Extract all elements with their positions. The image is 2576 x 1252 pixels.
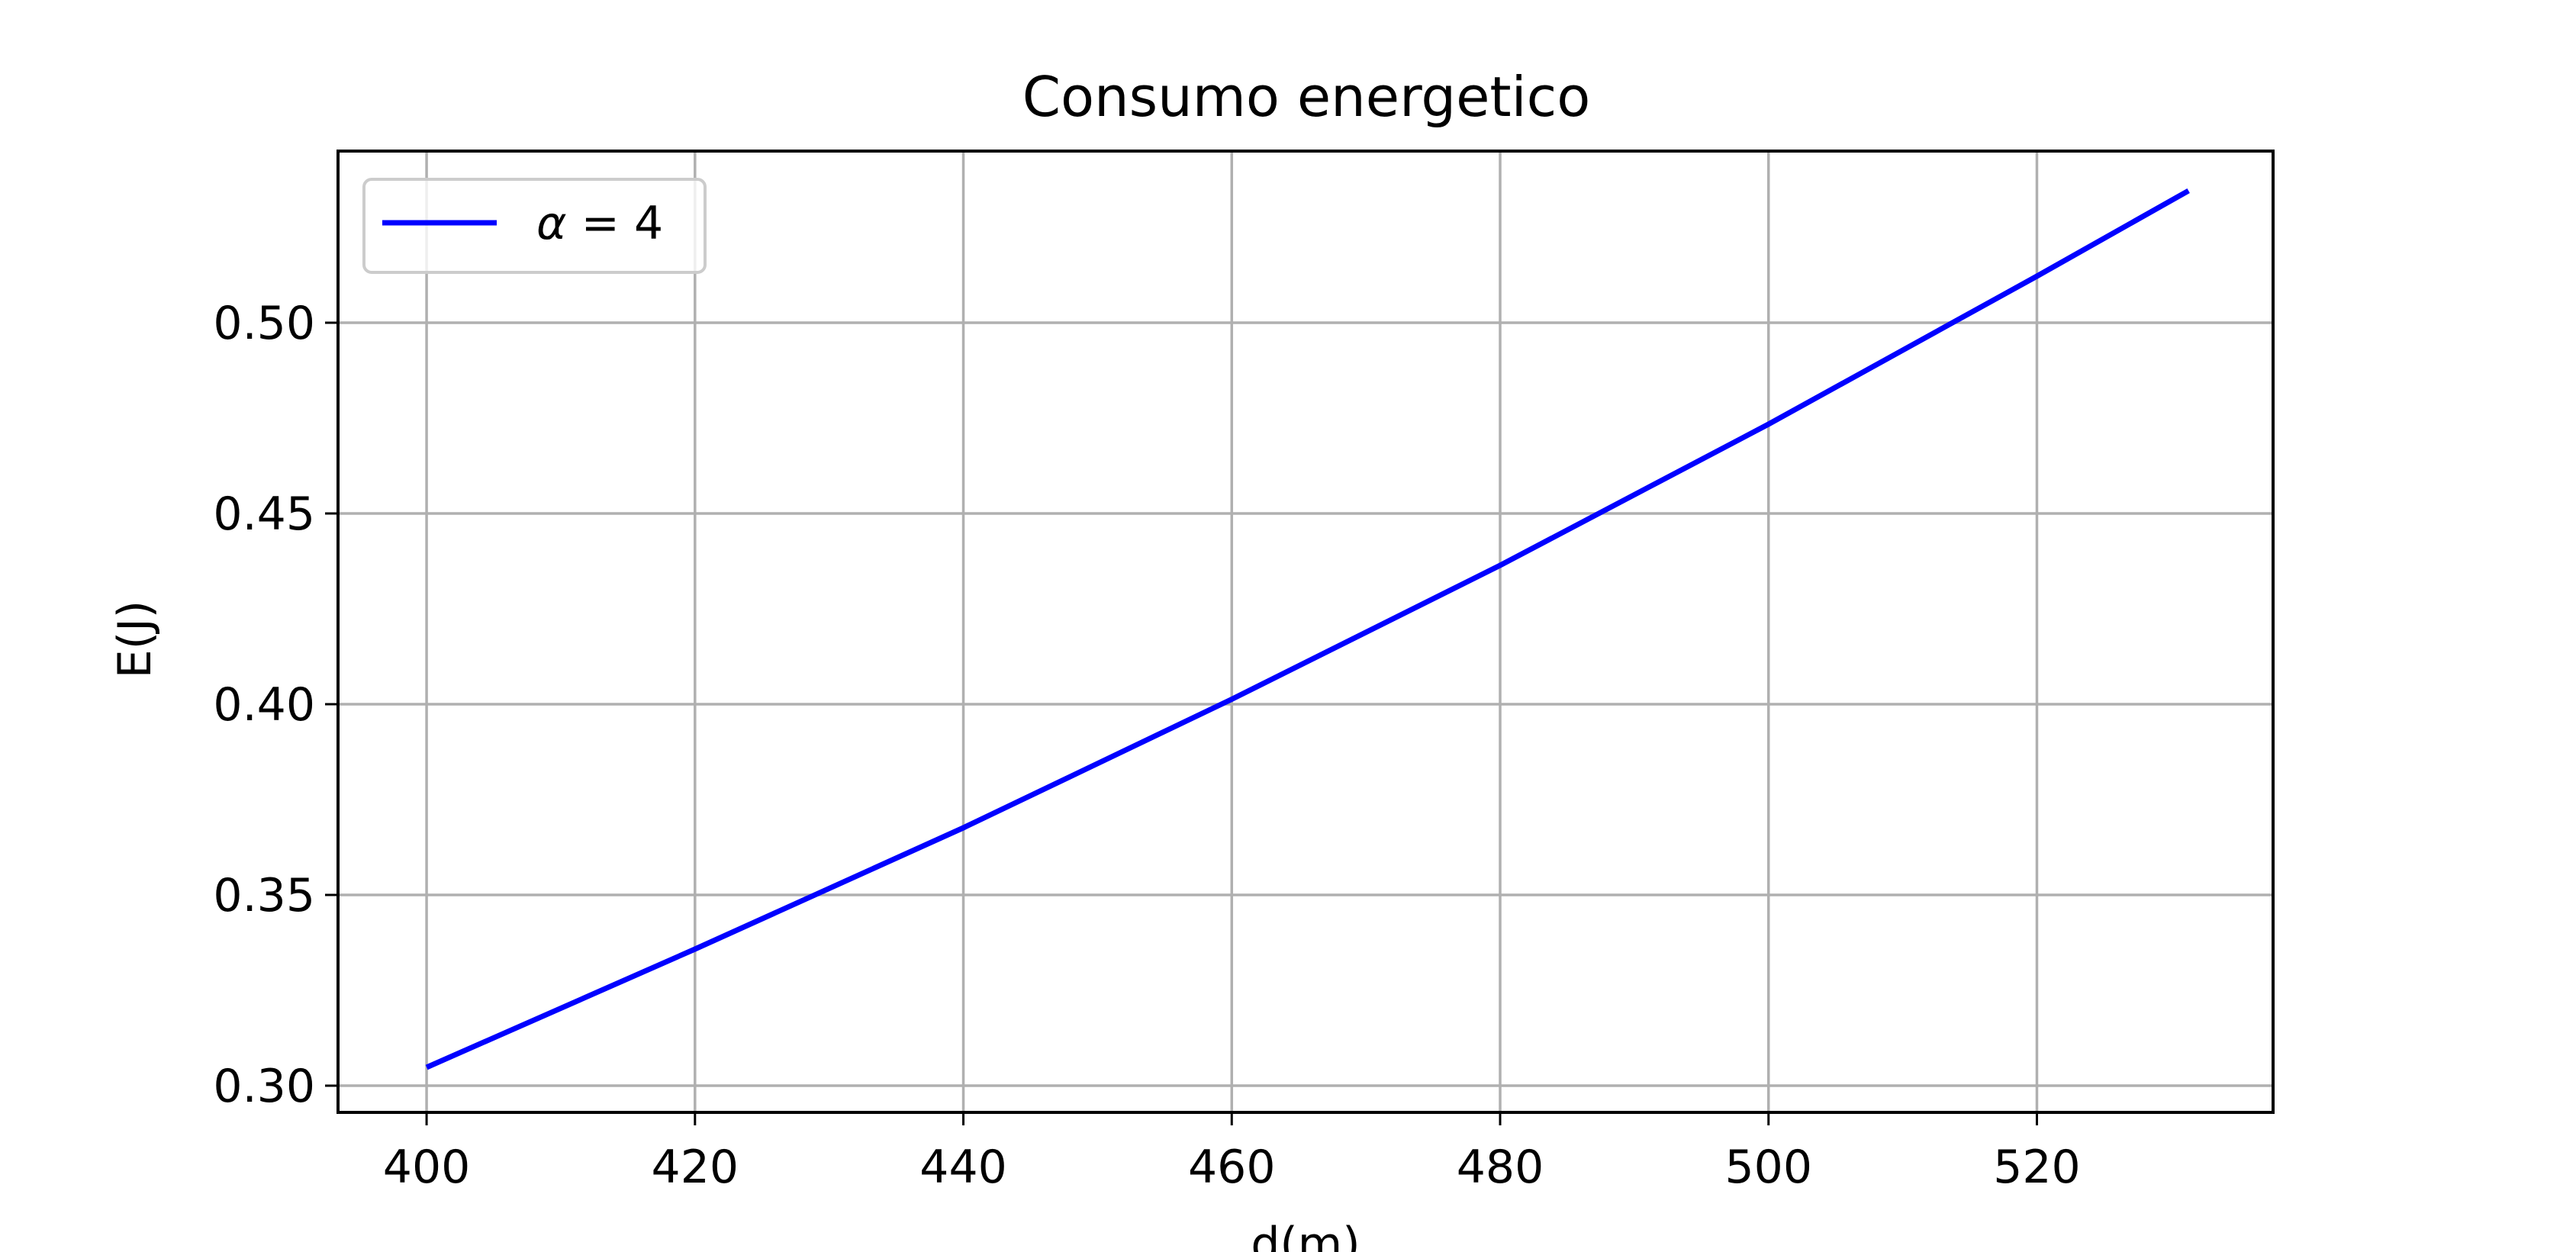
series-line-alpha-4	[425, 188, 2190, 1070]
chart-title: Consumo energetico	[1022, 65, 1591, 129]
x-tick-label: 500	[1724, 1141, 1812, 1194]
x-axis-label: d(m)	[1251, 1218, 1360, 1252]
y-tick-label: 0.35	[213, 869, 315, 922]
y-tick-label: 0.45	[213, 488, 315, 541]
x-tick-label: 440	[919, 1141, 1007, 1194]
y-tick-label: 0.50	[213, 297, 315, 350]
series-layer	[425, 188, 2190, 1070]
grid-lines	[338, 151, 2273, 1112]
x-tick-label: 460	[1188, 1141, 1276, 1194]
y-axis-label: E(J)	[108, 600, 162, 678]
x-tick-label: 520	[1993, 1141, 2081, 1194]
legend-entry-label: α = 4	[536, 197, 663, 250]
legend-entry-value: = 4	[567, 197, 664, 250]
x-tick-label: 480	[1457, 1141, 1544, 1194]
legend-box	[362, 178, 707, 274]
legend-alpha-symbol: α	[536, 197, 567, 250]
y-tick-label: 0.30	[213, 1060, 315, 1113]
y-tick-label: 0.40	[213, 678, 315, 732]
x-tick-label: 400	[383, 1141, 471, 1194]
plot-area-frame	[336, 150, 2275, 1114]
axis-ticks: 400 420 440 460 480 500 520 0.30 0.35 0.40 0.45 0.5…	[213, 297, 2080, 1194]
legend: α = 4	[362, 178, 707, 274]
x-tick-label: 420	[652, 1141, 739, 1194]
